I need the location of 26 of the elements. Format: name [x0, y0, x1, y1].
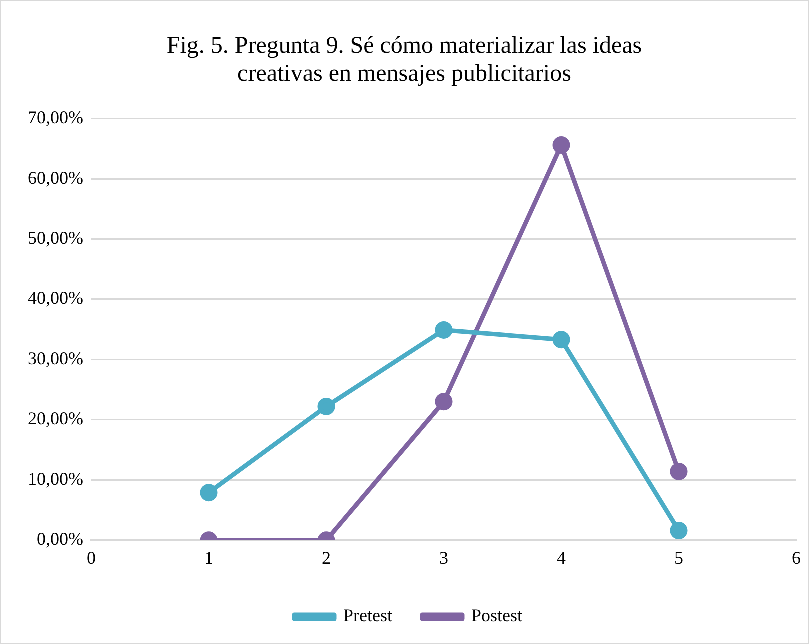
point — [670, 462, 688, 480]
y-tick-label: 20,00% — [28, 408, 84, 429]
y-tick-label: 10,00% — [28, 468, 84, 489]
x-tick-label: 4 — [557, 548, 566, 568]
point — [435, 393, 453, 411]
legend-label: Postest — [471, 606, 523, 626]
x-tick-label: 6 — [792, 548, 801, 568]
x-tick-label: 3 — [439, 548, 448, 568]
y-tick-label: 30,00% — [28, 348, 84, 368]
point — [318, 398, 336, 416]
point — [552, 136, 570, 154]
x-tick-label: 5 — [674, 548, 684, 568]
legend-label: Pretest — [344, 606, 392, 626]
x-tick-label: 1 — [204, 548, 214, 568]
point — [552, 331, 570, 349]
y-tick-label: 60,00% — [28, 168, 84, 188]
point — [670, 522, 688, 540]
y-tick-label: 0,00% — [36, 529, 84, 550]
x-tick-label: 0 — [86, 548, 96, 568]
point — [435, 321, 453, 339]
y-tick-label: 50,00% — [28, 228, 84, 248]
y-tick-label: 40,00% — [28, 288, 84, 308]
y-tick-label: 70,00% — [28, 108, 84, 128]
point — [200, 484, 218, 502]
x-tick-label: 2 — [322, 548, 331, 568]
chart-title: Fig. 5. Pregunta 9. Sé cómo materializar las ideas creativas en mensajes publicitarios — [166, 32, 644, 88]
